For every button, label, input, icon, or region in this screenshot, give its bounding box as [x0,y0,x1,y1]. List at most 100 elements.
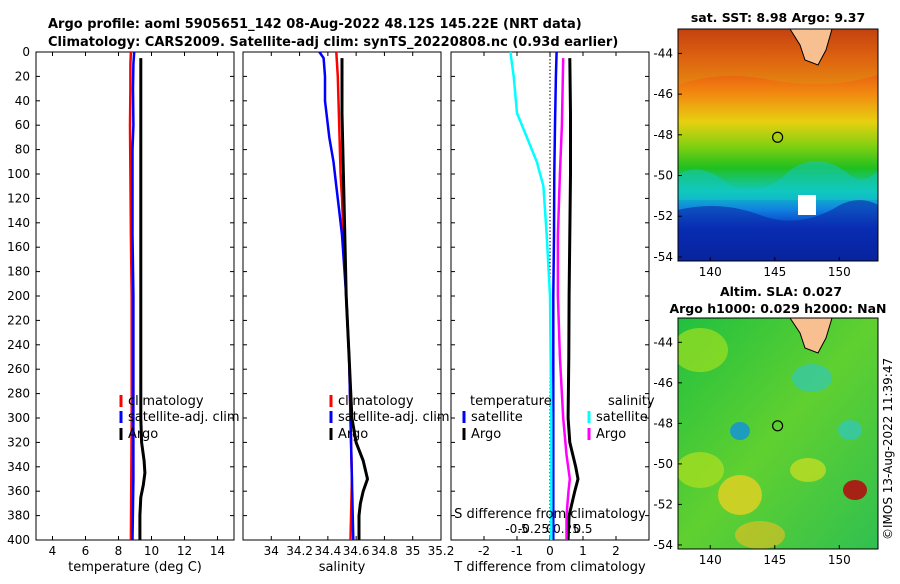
legend-satellite-label: satellite-adj. clim [128,410,240,425]
sst-map [678,29,878,261]
temperature-legend: climatology satellite-adj. clim Argo [119,394,240,442]
profile-plots: 4 6 8 10 12 14 34 34.2 34.4 34.6 34.8 35 35.2 -2 -1 0 1 2… [49,51,620,558]
map-y-tick-label: -48 [653,128,673,142]
sst-cold-water [678,200,878,261]
x-tick-label: 0 [546,544,554,558]
sla-feature [678,452,724,488]
s-difference-axis-title: S difference from climatology [454,507,646,522]
figure-title-line1: Argo profile: aoml 5905651_142 08-Aug-20… [48,17,582,32]
depth-tick-label: 0 [22,45,30,59]
x-tick-label: 35.2 [428,544,455,558]
series-line-temperature-satellite [552,51,558,540]
s-difference-tick-label: -0.25 [518,522,549,536]
depth-tick-label: 140 [7,216,30,230]
x-tick-label: 12 [177,544,192,558]
sla-map-axes: 140 145 150 -44 -46 -48 -50 -52 -54 [653,335,850,567]
depth-tick-label: 200 [7,289,30,303]
depth-tick-label: 40 [15,94,30,108]
s-difference-tick-label: 0 [546,522,554,536]
x-tick-label: 34.4 [314,544,341,558]
imos-watermark: ©IMOS 13-Aug-2022 11:39:47 [881,358,895,540]
depth-tick-label: 120 [7,191,30,205]
depth-tick-label: 80 [15,143,30,157]
depth-tick-label: 380 [7,509,30,523]
map-x-tick-label: 150 [828,553,851,567]
temperature-xlabel: temperature (deg C) [68,560,202,575]
s-difference-tick-label: -0.5 [505,522,528,536]
map-y-tick-label: -52 [653,209,673,223]
x-tick-label: 34.2 [286,544,313,558]
x-tick-label: 8 [115,544,123,558]
x-tick-label: 34 [264,544,279,558]
depth-tick-label: 240 [7,338,30,352]
figure-title-line2: Climatology: CARS2009. Satellite-adj cli… [48,35,618,50]
sla-feature [838,420,862,440]
depth-tick-label: 300 [7,411,30,425]
sst-map-axes: 140 145 150 -44 -46 -48 -50 -52 -54 [653,46,850,279]
sla-feature [678,328,728,372]
salinity-legend: climatology satellite-adj. clim Argo [329,394,450,442]
x-tick-label: 1 [579,544,587,558]
sla-feature [843,480,867,500]
map-y-tick-label: -46 [653,376,673,390]
sla-feature [718,475,762,515]
temperature-panel [35,51,235,541]
x-tick-label: 14 [210,544,225,558]
series-line-climatology [128,51,133,541]
depth-tick-label: 340 [7,460,30,474]
legend-climatology-label: climatology [338,394,414,409]
x-tick-label: -1 [511,544,523,558]
legend-t-argo-label: Argo [471,427,501,442]
map-y-tick-label: -44 [653,46,673,60]
sst-missing-data [798,195,816,215]
legend-s-satellite-label: satellite [596,410,648,425]
map-y-tick-label: -54 [653,538,673,552]
sla-map-frame [677,317,879,550]
tasmania-land [789,29,833,66]
depth-tick-label: 220 [7,313,30,327]
sst-front [678,161,878,200]
difference-xlabel: T difference from climatology [453,560,646,575]
x-tick-label: 4 [49,544,57,558]
s-difference-tick-label: 0.5 [573,522,592,536]
depth-tick-label: 400 [7,533,30,547]
x-tick-label: -2 [478,544,490,558]
sla-map-title-line2: Argo h1000: 0.029 h2000: NaN [669,301,886,316]
map-x-tick-label: 140 [699,553,722,567]
difference-legend: temperature salinity satellite Argo sate… [462,394,655,442]
x-tick-label: 34.8 [371,544,398,558]
sla-argo-marker [772,420,784,432]
legend-salinity-title: salinity [608,394,655,409]
series-line-argo [340,58,369,540]
map-y-tick-label: -44 [653,335,673,349]
depth-tick-label: 360 [7,484,30,498]
sst-map-frame [677,28,879,262]
depth-tick-label: 280 [7,387,30,401]
x-tick-label: 6 [82,544,90,558]
sst-argo-marker [772,131,784,143]
sla-feature [730,422,750,440]
series-line-salinity-satellite [509,51,553,540]
x-tick-label: 2 [612,544,620,558]
sla-feature [790,458,826,482]
depth-tick-label: 160 [7,240,30,254]
map-y-tick-label: -46 [653,87,673,101]
series-line-satellite-adj-clim [131,51,136,541]
x-tick-label: 34.6 [343,544,370,558]
depth-tick-label: 100 [7,167,30,181]
series-line-temperature-argo [566,58,580,541]
depth-tick-label: 320 [7,435,30,449]
tasmania-land [789,318,833,354]
map-x-tick-label: 145 [763,553,786,567]
salinity-xlabel: salinity [319,560,366,575]
x-tick-label: 35 [405,544,420,558]
legend-s-argo-label: Argo [596,427,626,442]
legend-climatology-label: climatology [128,394,204,409]
depth-tick-label: 60 [15,118,30,132]
sla-map-title-line1: Altim. SLA: 0.027 [720,284,842,299]
series-line-argo [138,58,147,540]
sst-map-title: sat. SST: 8.98 Argo: 9.37 [691,10,865,25]
map-y-tick-label: -48 [653,416,673,430]
